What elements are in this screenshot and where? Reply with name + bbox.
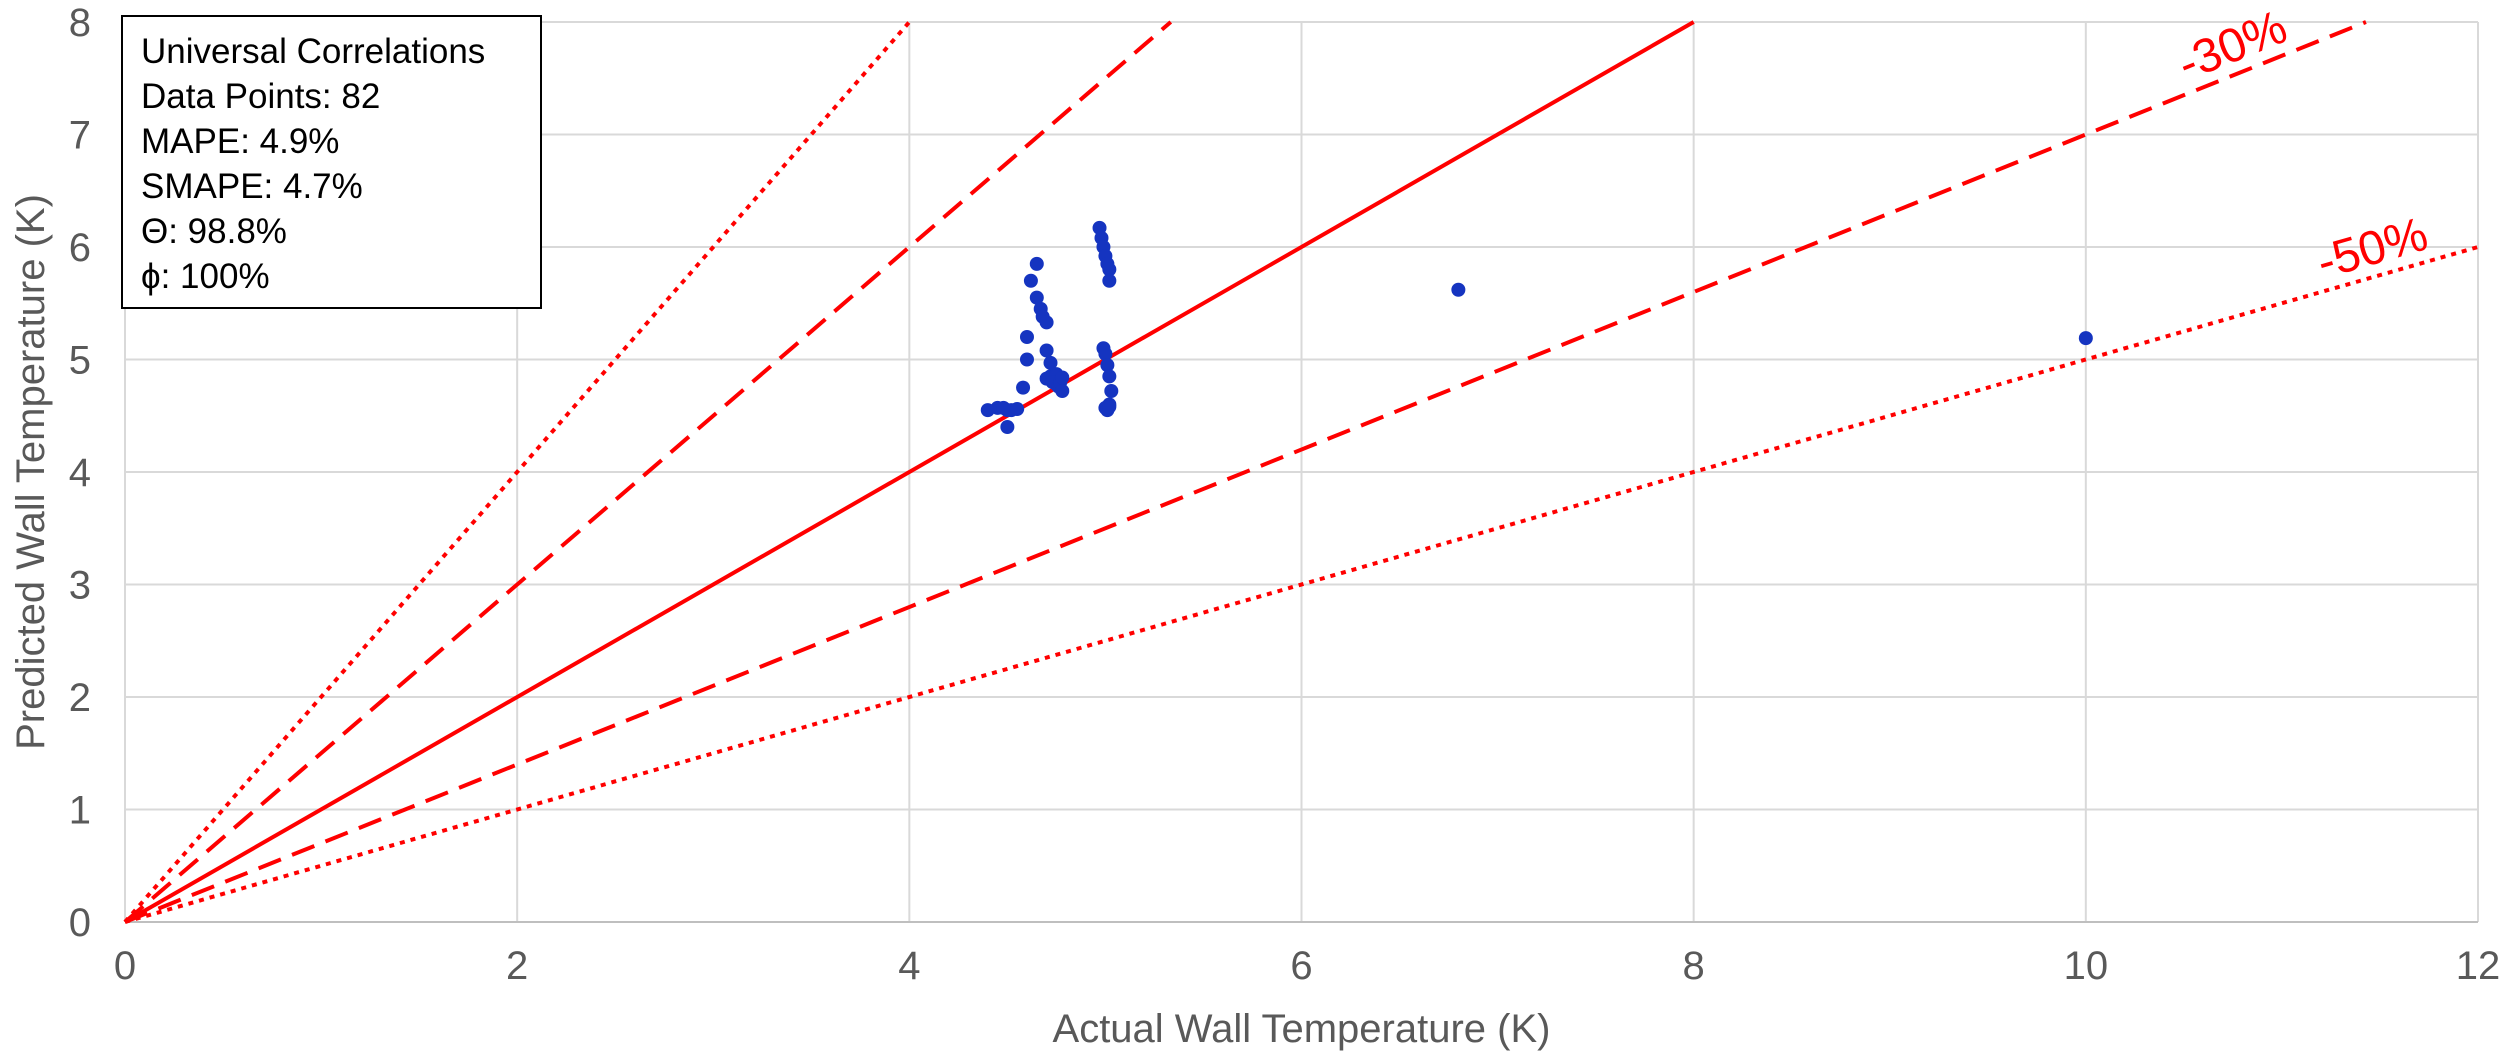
y-tick-label: 8 [69, 1, 91, 45]
stats-data-points: Data Points: 82 [141, 77, 380, 116]
y-tick-label: 7 [69, 114, 91, 158]
data-point [1055, 384, 1070, 398]
x-tick-label: 4 [898, 944, 920, 988]
data-point [1000, 420, 1015, 434]
band-label: -30% [2171, 1, 2295, 92]
data-point [2078, 331, 2093, 346]
data-point [1451, 282, 1466, 297]
y-tick-label: 3 [69, 564, 91, 608]
x-tick-label: 12 [2456, 944, 2501, 988]
data-point [1102, 369, 1117, 384]
data-point [1016, 380, 1031, 395]
x-tick-label: 0 [114, 944, 136, 988]
data-point [1102, 399, 1117, 414]
stats-box: Universal Correlations Data Points: 82 M… [121, 15, 542, 309]
data-point [1104, 384, 1119, 398]
data-point [1039, 315, 1054, 330]
y-axis-title: Predicted Wall Temperature (K) [9, 194, 53, 750]
band-label: -50% [2311, 208, 2433, 290]
reference-line-parity [124, 20, 1695, 924]
data-point [1100, 358, 1115, 373]
reference-line-plus50pct [123, 20, 911, 924]
stats-mape: MAPE: 4.9% [141, 122, 339, 161]
data-point [1029, 256, 1044, 271]
x-tick-labels: 0 2 4 6 8 10 12 [114, 944, 2500, 988]
data-point [1019, 352, 1034, 367]
data-point [1010, 402, 1025, 416]
data-point [1043, 355, 1058, 370]
reference-line-plus30pct [123, 20, 1173, 924]
x-tick-label: 10 [2064, 944, 2109, 988]
data-point [1055, 370, 1070, 385]
reference-line-minus30pct [124, 20, 2367, 924]
stats-title: Universal Correlations [141, 32, 485, 71]
y-tick-label: 5 [69, 339, 91, 383]
y-tick-label: 0 [69, 901, 91, 945]
data-point [1102, 262, 1117, 277]
x-axis-title: Actual Wall Temperature (K) [1053, 1007, 1551, 1051]
y-tick-label: 1 [69, 789, 91, 833]
stats-box-frame [121, 15, 542, 309]
y-tick-labels: 0 1 2 3 4 5 6 7 8 [69, 1, 91, 945]
data-points [980, 220, 2093, 434]
y-tick-label: 2 [69, 676, 91, 720]
band-label: +30% [1141, 0, 1270, 17]
data-point [1029, 290, 1044, 305]
stats-theta: Θ: 98.8% [141, 212, 287, 251]
data-point [1019, 330, 1034, 344]
stats-smape: SMAPE: 4.7% [141, 167, 363, 206]
y-tick-label: 6 [69, 226, 91, 270]
stats-phi: ϕ: 100% [141, 257, 270, 296]
data-point [1023, 273, 1038, 288]
data-point [1098, 346, 1113, 361]
x-tick-label: 2 [506, 944, 528, 988]
x-tick-label: 6 [1290, 944, 1312, 988]
y-tick-label: 4 [69, 451, 91, 495]
data-point [1039, 343, 1054, 358]
data-point [1102, 273, 1117, 288]
x-tick-label: 8 [1683, 944, 1705, 988]
reference-lines [123, 20, 2479, 924]
data-point [996, 400, 1011, 415]
reference-line-minus50pct [124, 245, 2479, 924]
